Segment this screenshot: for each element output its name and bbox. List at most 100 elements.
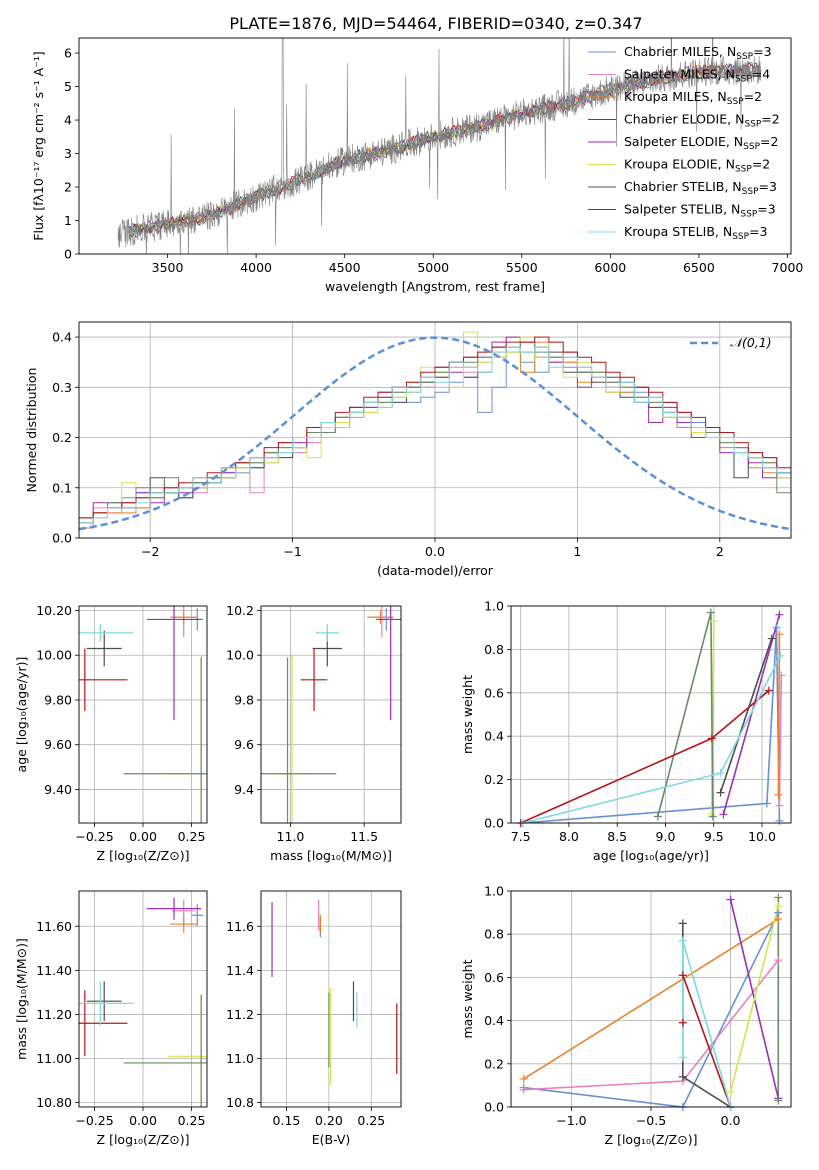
y-tick-label: 0.0 [52, 531, 72, 546]
plot-area [117, 38, 762, 254]
panel-residuals: −2 −1 0.0 1 2 0.0 0.1 0.2 0.3 0.4 (data-model)/err… [24, 321, 792, 578]
y-tick-label: 11.40 [36, 963, 72, 978]
x-tick-label: 5500 [506, 260, 538, 275]
x-tick-label: 11.5 [350, 829, 378, 844]
plot-area [261, 606, 401, 823]
weight-point-marker [706, 608, 715, 617]
x-tick-label: 6000 [594, 260, 626, 275]
x-tick-label: 7.5 [511, 829, 531, 844]
x-axis-label: age [log₁₀(age/yr)] [593, 848, 709, 863]
weight-point-marker [678, 1018, 687, 1027]
plot-area [79, 606, 207, 823]
x-tick-label: −1 [283, 544, 301, 559]
x-axis-label: Z [log₁₀(Z/Z⊙)] [605, 1132, 698, 1147]
plot-area [520, 612, 783, 823]
x-tick-label: 0.00 [129, 1113, 157, 1128]
weight-series-line [719, 638, 773, 793]
panel-age_vs_mass: 11.0 11.5 9.4 9.6 9.8 10.0 10.2 mass [log₁₀(M/M… [226, 603, 402, 863]
y-tick-label: 6 [64, 46, 72, 61]
weight-series-line [729, 905, 780, 1093]
y-tick-label: 0.4 [484, 1013, 504, 1028]
y-tick-label: 0.8 [484, 927, 504, 942]
x-tick-label: 0.25 [178, 829, 206, 844]
weight-point-marker [707, 810, 716, 819]
x-tick-label: −2 [141, 544, 159, 559]
legend-entry: Salpeter STELIB, NSSP=3 [624, 202, 776, 220]
weight-point-marker [775, 630, 784, 639]
y-tick-label: 0.2 [484, 1056, 504, 1071]
panels: 3500 4000 4500 5000 5500 6000 6500 7000 0 1 2 3 4 5 6 w… [14, 37, 803, 1147]
y-tick-label: 10.8 [226, 1095, 254, 1110]
x-tick-label: 2 [716, 544, 724, 559]
weight-series-line [523, 912, 780, 1107]
weight-series-line [522, 627, 781, 823]
model-spectrum-line [128, 64, 761, 237]
weight-point-marker [716, 769, 725, 778]
axes-frame [78, 321, 792, 539]
weight-point-marker [678, 919, 687, 928]
y-axis-label: age [log₁₀(age/yr)] [14, 657, 29, 773]
y-tick-label: 9.6 [234, 737, 254, 752]
histogram-series [79, 346, 791, 524]
plot-area [79, 331, 791, 531]
x-tick-label: 10.0 [748, 829, 776, 844]
y-tick-label: 0.4 [484, 729, 504, 744]
weight-point-marker [726, 895, 735, 904]
x-tick-label: 0.20 [315, 1113, 343, 1128]
observed-spectrum-line [117, 38, 762, 254]
plot-area [523, 897, 780, 1107]
weight-point-marker [777, 671, 786, 680]
weight-point-marker [678, 936, 687, 945]
y-tick-label: 0.3 [52, 380, 72, 395]
weight-point-marker [774, 902, 783, 911]
weight-point-marker [519, 1074, 528, 1083]
y-tick-label: 0.0 [484, 816, 504, 831]
y-tick-label: 0.2 [484, 772, 504, 787]
y-axis-label: mass weight [460, 959, 475, 1038]
weight-point-marker [678, 1072, 687, 1081]
x-axis-label: Z [log₁₀(Z/Z⊙)] [97, 1132, 190, 1147]
y-tick-label: 5 [64, 79, 72, 94]
y-tick-label: 11.6 [226, 919, 254, 934]
y-tick-label: 0.0 [484, 1100, 504, 1115]
axes-frame [78, 37, 792, 255]
y-tick-label: 10.0 [226, 648, 254, 663]
axes-frame [260, 890, 402, 1108]
weight-point-marker [774, 1096, 783, 1105]
x-tick-label: 8.0 [559, 829, 579, 844]
legend-entry: Chabrier MILES, NSSP=3 [624, 44, 772, 62]
x-tick-label: 8.5 [607, 829, 627, 844]
y-tick-label: 0.1 [52, 480, 72, 495]
y-tick-label: 10.80 [36, 1095, 72, 1110]
x-tick-label: 5000 [417, 260, 449, 275]
y-tick-label: 11.0 [226, 1051, 254, 1066]
y-tick-label: 11.20 [36, 1007, 72, 1022]
axes-frame [510, 890, 792, 1108]
x-tick-label: 0.00 [129, 829, 157, 844]
weight-point-marker [726, 1087, 735, 1096]
weight-point-marker [774, 956, 783, 965]
weight-point-marker [762, 799, 771, 808]
x-tick-label: 0.15 [273, 1113, 301, 1128]
x-tick-label: 0.25 [357, 1113, 385, 1128]
weight-point-marker [776, 651, 785, 660]
y-tick-label: 0.6 [484, 970, 504, 985]
weight-point-marker [772, 623, 781, 632]
weight-point-marker [764, 686, 773, 695]
x-axis-label: E(B-V) [312, 1132, 351, 1147]
weight-point-marker [678, 971, 687, 980]
histogram-series [79, 331, 791, 519]
legend-entry: Chabrier ELODIE, NSSP=2 [624, 112, 780, 130]
weight-point-marker [774, 893, 783, 902]
x-axis-label: (data-model)/error [377, 563, 494, 578]
y-tick-label: 10.00 [36, 648, 72, 663]
weight-point-marker [707, 734, 716, 743]
axes-frame [260, 605, 402, 824]
x-tick-label: 9.0 [656, 829, 676, 844]
weight-series-line [523, 918, 779, 1080]
y-tick-label: 0.4 [52, 330, 72, 345]
legend-entry: Kroupa ELODIE, NSSP=2 [624, 157, 770, 175]
y-tick-label: 3 [64, 146, 72, 161]
y-axis-label: Normed distribution [24, 368, 39, 493]
weight-series-line [722, 614, 781, 815]
